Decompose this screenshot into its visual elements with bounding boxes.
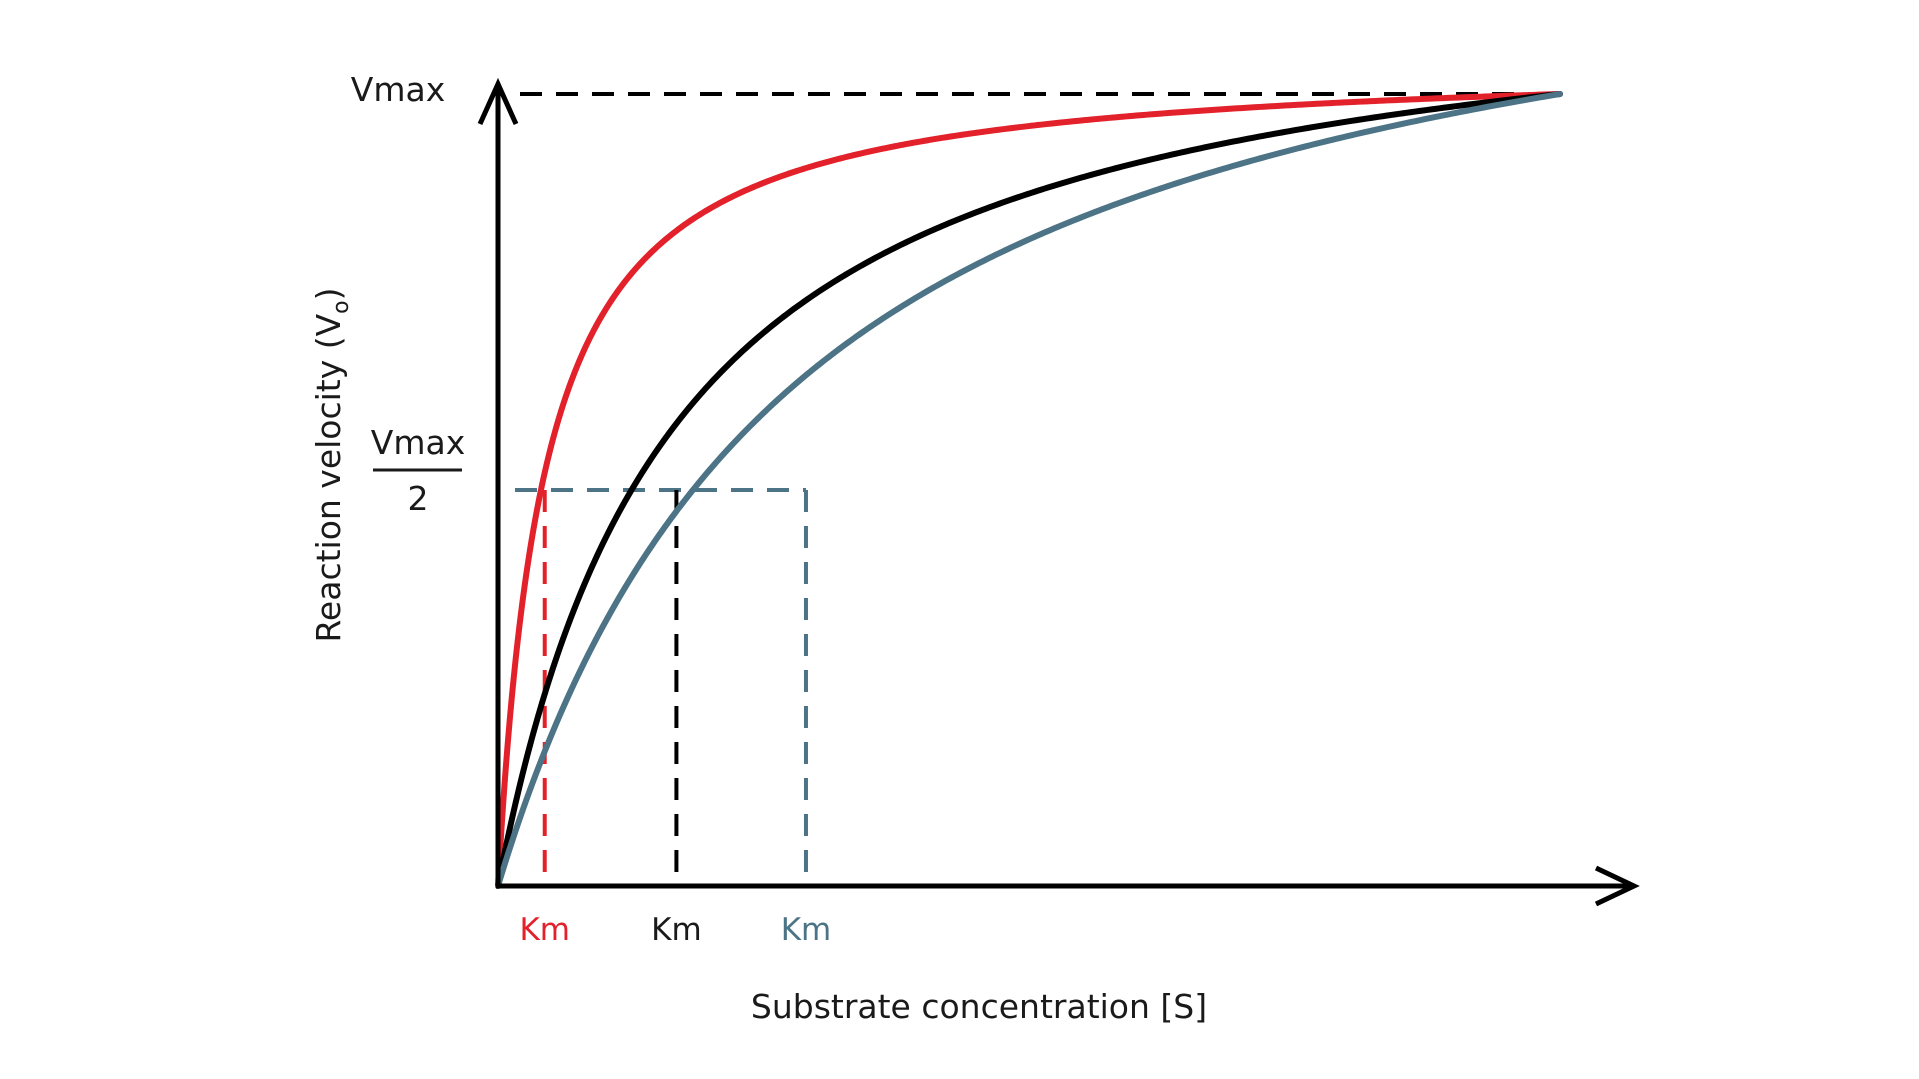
half-vmax-denominator: 2 xyxy=(408,479,429,518)
km-labels: Km Km Km xyxy=(519,912,831,948)
y-axis-arrowhead xyxy=(477,77,519,126)
vmax-label: Vmax xyxy=(351,70,445,109)
x-axis-arrowhead xyxy=(1594,865,1640,907)
km-label-3: Km xyxy=(781,912,832,948)
km-label-2: Km xyxy=(651,912,702,948)
curves xyxy=(495,91,1563,889)
y-axis-label: Reaction velocity (Vo) xyxy=(309,287,354,642)
y-axis-label-subscript: o xyxy=(329,300,354,313)
curve-3 xyxy=(495,91,1563,889)
x-axis-label: Substrate concentration [S] xyxy=(751,987,1207,1026)
y-axis-label-close: ) xyxy=(309,287,348,300)
curve-2 xyxy=(495,91,1563,889)
km-drop-lines xyxy=(542,490,808,886)
y-axis-label-main: Reaction velocity (V xyxy=(309,313,348,642)
curve-1 xyxy=(495,91,1563,889)
km-label-1: Km xyxy=(519,912,570,948)
half-vmax-numerator: Vmax xyxy=(371,423,465,462)
